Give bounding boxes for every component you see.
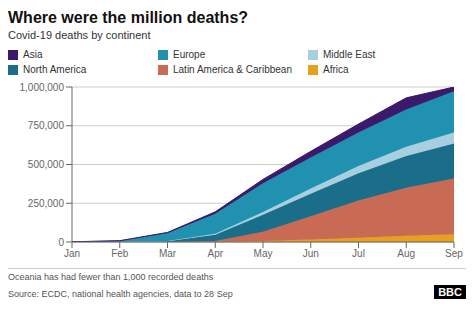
svg-text:Jul: Jul [352, 248, 365, 259]
svg-text:Jun: Jun [303, 248, 319, 259]
html-text:Latin America & Caribbean: Latin America & Caribbean [173, 64, 292, 75]
html-text:North America: North America [23, 64, 87, 75]
svg-text:0: 0 [58, 237, 64, 248]
html-text:Middle East: Middle East [323, 49, 376, 60]
html-text:Oceania has had fewer than 1,0: Oceania has had fewer than 1,000 recorde… [8, 272, 214, 282]
html-text:Where were the million deaths?: Where were the million deaths? [8, 9, 248, 26]
svg-text:Mar: Mar [159, 248, 177, 259]
html-text:Covid-19 deaths by continent: Covid-19 deaths by continent [8, 29, 151, 41]
svg-text:Feb: Feb [111, 248, 129, 259]
html-text:Asia: Asia [23, 49, 43, 60]
svg-text:Aug: Aug [397, 248, 415, 259]
svg-text:Jan: Jan [64, 248, 80, 259]
svg-text:500,000: 500,000 [28, 159, 65, 170]
html-text:Source: ECDC, national health: Source: ECDC, national health agencies, … [8, 289, 233, 299]
svg-text:May: May [254, 248, 273, 259]
svg-text:1,000,000: 1,000,000 [20, 82, 65, 93]
svg-text:Apr: Apr [207, 248, 223, 259]
svg-text:250,000: 250,000 [28, 198, 65, 209]
html-text:BBC: BBC [438, 286, 462, 298]
svg-text:750,000: 750,000 [28, 120, 65, 131]
html-text:Africa: Africa [323, 64, 349, 75]
svg-text:Sep: Sep [445, 248, 463, 259]
html-text:Europe: Europe [173, 49, 206, 60]
